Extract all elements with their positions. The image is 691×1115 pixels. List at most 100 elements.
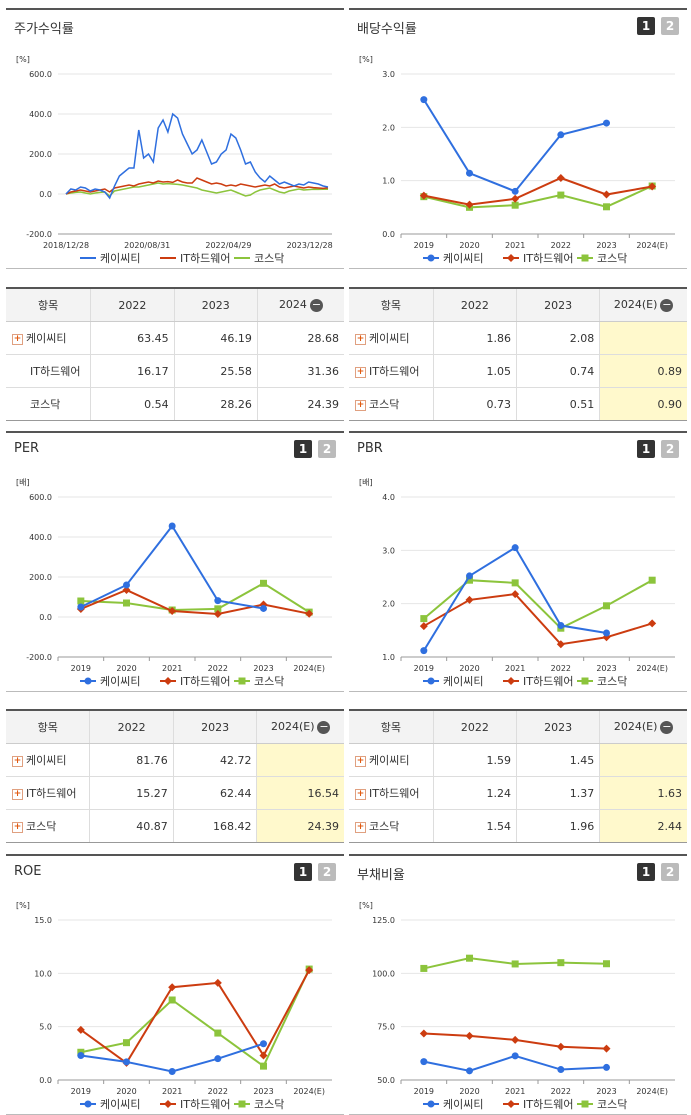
column-header: 2024− (256, 287, 344, 322)
table-cell: 16.17 (90, 354, 175, 388)
data-point (419, 191, 428, 200)
table-cell: 16.54 (256, 776, 344, 810)
expand-plus-icon[interactable]: + (355, 366, 366, 378)
row-label: + 코스닥 (349, 387, 434, 421)
column-header: 2022 (432, 709, 517, 744)
expand-plus-icon[interactable]: + (355, 755, 366, 767)
legend-label: 코스닥 (254, 252, 284, 265)
row-name: 케이씨티 (26, 754, 67, 767)
data-point (260, 579, 267, 587)
column-header: 2023 (172, 709, 257, 744)
data-point (602, 190, 611, 199)
expand-plus-icon[interactable]: + (355, 333, 366, 345)
page-2-button[interactable]: 2 (318, 440, 336, 458)
column-header-label: 2022 (117, 720, 146, 734)
data-point (603, 960, 610, 968)
expand-plus-icon[interactable]: + (12, 788, 23, 800)
row-label: + 코스닥 (6, 809, 90, 843)
page-1-button[interactable]: 1 (294, 863, 312, 881)
data-point (465, 1031, 474, 1040)
column-header-label: 2024 (278, 298, 307, 312)
page-1-button[interactable]: 1 (637, 440, 655, 458)
legend-label: 코스닥 (597, 252, 627, 265)
y-unit-label: [%] (16, 55, 30, 64)
row-label: + 케이씨티 (349, 321, 434, 355)
y-tick-label: 0.0 (39, 613, 52, 622)
data-point (556, 640, 565, 649)
y-tick-label: 0.0 (382, 230, 395, 239)
x-tick-label: 2023 (596, 664, 616, 673)
row-name: IT하드웨어 (369, 787, 420, 800)
pager: 1 2 (637, 17, 679, 35)
data-point (603, 629, 610, 637)
page-2-button[interactable]: 2 (661, 440, 679, 458)
data-point (168, 1067, 176, 1075)
pbr-panel: PBR 1 2 [배] 4.0 3.0 2.0 1.0 2019 2020 2021 2022 2… (349, 431, 687, 692)
data-point (420, 964, 428, 972)
legend-label: 케이씨티 (100, 252, 140, 265)
data-point (259, 1051, 268, 1060)
y-tick-label: 75.0 (377, 1023, 395, 1032)
page-1-button[interactable]: 1 (294, 440, 312, 458)
table-cell: 25.58 (173, 354, 258, 388)
legend-marker (164, 1100, 172, 1108)
column-header: 2024(E) − (599, 287, 687, 322)
page-2-button[interactable]: 2 (661, 863, 679, 881)
y-tick-label: 200.0 (29, 150, 52, 159)
series-line (422, 546, 607, 652)
row-name: 케이씨티 (26, 332, 67, 345)
table-cell: 168.42 (172, 809, 257, 843)
x-tick-label: 2021 (505, 241, 525, 250)
data-point (511, 1035, 520, 1044)
expand-plus-icon[interactable]: + (355, 399, 366, 411)
collapse-icon[interactable]: − (317, 719, 331, 734)
collapse-icon[interactable]: − (309, 297, 323, 312)
legend-marker (238, 1100, 246, 1108)
x-tick-label: 2023 (596, 1087, 616, 1096)
y-unit-label: [%] (359, 55, 373, 64)
stock-return-table: 항목 2022 2023 2024− + 케이씨티 63.45 46.19 28.68 IT하드웨… (6, 287, 344, 421)
pager: 1 2 (637, 863, 679, 881)
x-tick-label: 2022 (208, 664, 228, 673)
expand-plus-icon[interactable]: + (355, 788, 366, 800)
legend-marker (427, 677, 435, 685)
page-2-button[interactable]: 2 (318, 863, 336, 881)
data-point (260, 1062, 267, 1070)
expand-plus-icon[interactable]: + (12, 821, 23, 833)
table-cell (256, 743, 344, 777)
expand-plus-icon[interactable]: + (12, 333, 23, 345)
legend-label: 코스닥 (254, 675, 284, 688)
table-row: + 케이씨티 81.76 42.72 (6, 743, 344, 777)
y-tick-label: 1.0 (382, 653, 395, 662)
column-header-label: 2023 (201, 298, 230, 312)
y-tick-label: 125.0 (372, 916, 395, 925)
x-tick-label: 2022 (208, 1087, 228, 1096)
series-line (80, 588, 310, 615)
panel-title: 부채비율 (357, 868, 405, 883)
row-name: 케이씨티 (369, 754, 410, 767)
page-2-button[interactable]: 2 (661, 17, 679, 35)
per-panel: PER 1 2 [배] 600.0 400.0 200.0 0.0 -200.0 2019 2… (6, 431, 344, 692)
data-point (214, 1029, 222, 1037)
page-1-button[interactable]: 1 (637, 863, 655, 881)
x-tick-label: 2024(E) (636, 1087, 668, 1096)
series-line (80, 969, 311, 1065)
data-point (420, 96, 428, 104)
series-line (80, 524, 264, 610)
data-point (603, 119, 610, 127)
column-header-label: 2023 (544, 720, 573, 734)
y-tick-label: 600.0 (29, 70, 52, 79)
y-tick-label: 2.0 (382, 600, 395, 609)
x-tick-label: 2020/08/31 (124, 241, 170, 250)
table-cell: 0.54 (90, 387, 175, 421)
expand-plus-icon[interactable]: + (355, 821, 366, 833)
legend-marker (164, 677, 172, 685)
data-point (260, 604, 267, 612)
collapse-icon[interactable]: − (660, 297, 674, 312)
collapse-icon[interactable]: − (660, 719, 674, 734)
page-1-button[interactable]: 1 (637, 17, 655, 35)
y-tick-label: 10.0 (34, 969, 52, 978)
expand-plus-icon[interactable]: + (12, 755, 23, 767)
row-label: IT하드웨어 (6, 354, 91, 388)
legend-marker (507, 677, 515, 685)
